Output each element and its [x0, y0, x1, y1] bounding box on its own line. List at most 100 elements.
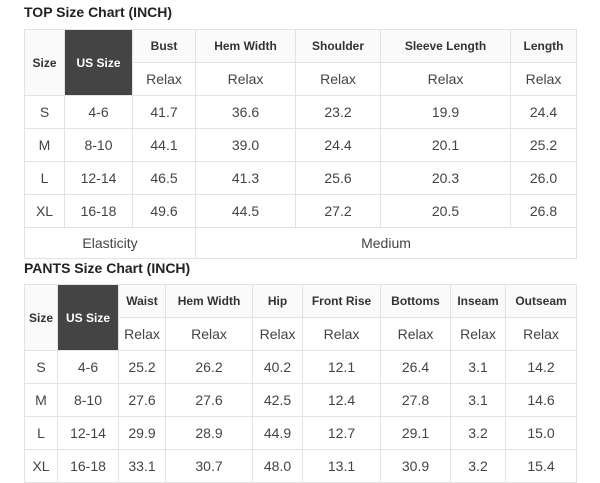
table-row: XL 16-18 49.6 44.5 27.2 20.5 26.8	[24, 194, 577, 228]
table-cell: 33.1	[118, 449, 166, 483]
pants-size-table: Size US Size Waist Hem Width Hip Front Rise Bo…	[24, 284, 577, 483]
table-cell: 40.2	[252, 350, 303, 384]
fit-label: Relax	[510, 62, 577, 96]
table-cell: 24.4	[295, 128, 381, 162]
table-row: M 8-10 27.6 27.6 42.5 12.4 27.8 3.1 14.6	[24, 383, 577, 417]
fit-label: Relax	[505, 317, 577, 351]
table-cell: 12.4	[302, 383, 381, 417]
header-size: Size	[24, 29, 65, 96]
pants-chart-title: PANTS Size Chart (INCH)	[24, 260, 191, 276]
table-cell: 30.9	[380, 449, 451, 483]
table-cell: 39.0	[195, 128, 296, 162]
column-header: Length	[510, 29, 577, 63]
table-cell: 28.9	[165, 416, 253, 450]
table-cell: 16-18	[57, 449, 119, 483]
table-cell: 20.5	[380, 194, 511, 228]
table-cell: XL	[24, 194, 65, 228]
table-cell: 12-14	[64, 161, 133, 195]
table-cell: 19.9	[380, 95, 511, 129]
table-cell: 3.2	[450, 416, 506, 450]
table-row: S 4-6 25.2 26.2 40.2 12.1 26.4 3.1 14.2	[24, 350, 577, 384]
table-cell: 14.2	[505, 350, 577, 384]
table-cell: 27.8	[380, 383, 451, 417]
table-cell: 20.3	[380, 161, 511, 195]
column-header: Sleeve Length	[380, 29, 511, 63]
table-cell: 25.2	[510, 128, 577, 162]
table-cell: 20.1	[380, 128, 511, 162]
table-cell: 41.3	[195, 161, 296, 195]
fit-label: Relax	[132, 62, 196, 96]
table-cell: 26.2	[165, 350, 253, 384]
header-us-size: US Size	[57, 284, 119, 351]
table-cell: 44.5	[195, 194, 296, 228]
table-cell: XL	[24, 449, 58, 483]
table-row: L 12-14 46.5 41.3 25.6 20.3 26.0	[24, 161, 577, 195]
fit-label: Relax	[380, 317, 451, 351]
table-cell: S	[24, 350, 58, 384]
table-cell: 12-14	[57, 416, 119, 450]
table-cell: 3.1	[450, 383, 506, 417]
column-header: Waist	[118, 284, 166, 318]
table-row: S 4-6 41.7 36.6 23.2 19.9 24.4	[24, 95, 577, 129]
table-cell: 26.0	[510, 161, 577, 195]
column-header: Hem Width	[165, 284, 253, 318]
table-cell: 3.1	[450, 350, 506, 384]
table-cell: M	[24, 383, 58, 417]
table-cell: 15.4	[505, 449, 577, 483]
table-cell: 48.0	[252, 449, 303, 483]
table-cell: 44.1	[132, 128, 196, 162]
table-cell: 13.1	[302, 449, 381, 483]
table-cell: 4-6	[57, 350, 119, 384]
table-cell: 15.0	[505, 416, 577, 450]
fit-label: Relax	[302, 317, 381, 351]
column-header: Front Rise	[302, 284, 381, 318]
table-cell: 4-6	[64, 95, 133, 129]
table-cell: 44.9	[252, 416, 303, 450]
table-cell: 29.1	[380, 416, 451, 450]
table-cell: 8-10	[57, 383, 119, 417]
table-cell: 42.5	[252, 383, 303, 417]
table-cell: 41.7	[132, 95, 196, 129]
table-cell: 26.4	[380, 350, 451, 384]
table-cell: 27.6	[165, 383, 253, 417]
table-cell: 23.2	[295, 95, 381, 129]
table-cell: 27.6	[118, 383, 166, 417]
table-cell: 25.6	[295, 161, 381, 195]
table-cell: L	[24, 416, 58, 450]
top-chart-title: TOP Size Chart (INCH)	[24, 4, 173, 20]
fit-label: Relax	[252, 317, 303, 351]
header-size: Size	[24, 284, 58, 351]
table-cell: 26.8	[510, 194, 577, 228]
table-cell: 27.2	[295, 194, 381, 228]
column-header: Shoulder	[295, 29, 381, 63]
table-row: L 12-14 29.9 28.9 44.9 12.7 29.1 3.2 15.0	[24, 416, 577, 450]
table-cell: 29.9	[118, 416, 166, 450]
table-cell: S	[24, 95, 65, 129]
table-cell: 3.2	[450, 449, 506, 483]
column-header: Hip	[252, 284, 303, 318]
table-cell: 12.7	[302, 416, 381, 450]
table-cell: 16-18	[64, 194, 133, 228]
table-cell: 24.4	[510, 95, 577, 129]
column-header: Hem Width	[195, 29, 296, 63]
table-cell: 49.6	[132, 194, 196, 228]
table-cell: 36.6	[195, 95, 296, 129]
column-header: Bust	[132, 29, 196, 63]
header-us-size: US Size	[64, 29, 133, 96]
table-row: XL 16-18 33.1 30.7 48.0 13.1 30.9 3.2 15.4	[24, 449, 577, 483]
table-cell: L	[24, 161, 65, 195]
elasticity-label: Elasticity	[24, 227, 196, 259]
fit-label: Relax	[380, 62, 511, 96]
fit-label: Relax	[165, 317, 253, 351]
fit-label: Relax	[450, 317, 506, 351]
column-header: Bottoms	[380, 284, 451, 318]
table-cell: 25.2	[118, 350, 166, 384]
table-cell: 30.7	[165, 449, 253, 483]
table-cell: 46.5	[132, 161, 196, 195]
table-cell: M	[24, 128, 65, 162]
table-cell: 14.6	[505, 383, 577, 417]
fit-label: Relax	[295, 62, 381, 96]
table-cell: 12.1	[302, 350, 381, 384]
elasticity-value: Medium	[195, 227, 577, 259]
table-cell: 8-10	[64, 128, 133, 162]
